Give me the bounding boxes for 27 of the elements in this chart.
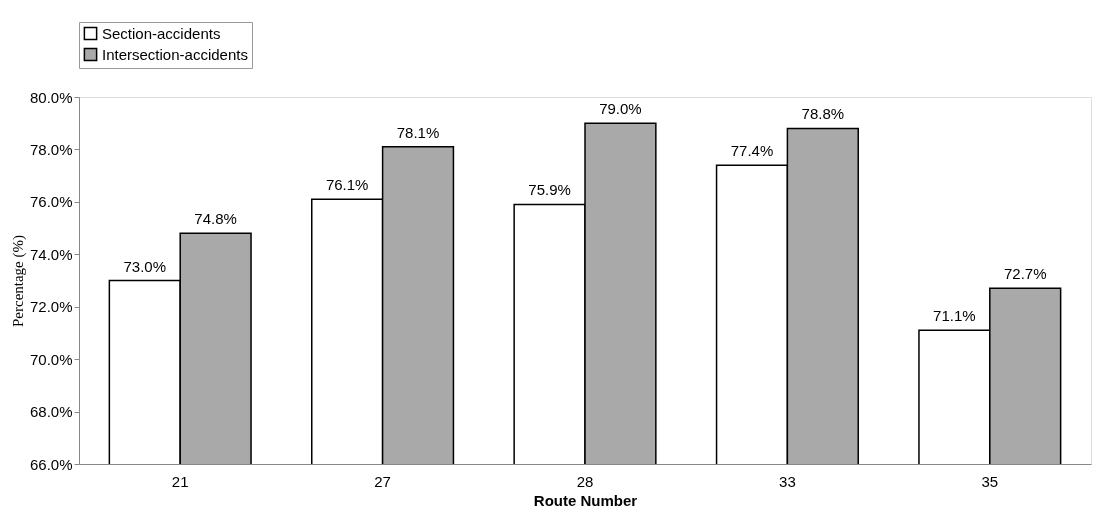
y-tick-label: 70.0%: [29, 350, 73, 368]
y-tick-label: 78.0%: [29, 140, 73, 158]
data-label: 77.4%: [730, 142, 774, 160]
y-tick-label: 74.0%: [29, 245, 73, 263]
y-tick-label: 66.0%: [29, 455, 73, 473]
y-axis-title: Percentage (%): [9, 234, 27, 328]
data-label: 72.7%: [1003, 265, 1047, 283]
x-axis-title: Route Number: [533, 491, 638, 509]
x-tick-label: 35: [981, 472, 999, 490]
data-label: 75.9%: [528, 181, 571, 199]
y-tick-label: 80.0%: [29, 88, 73, 106]
legend-label: Intersection-accidents: [102, 45, 248, 63]
x-tick-label: 21: [171, 472, 189, 490]
data-label: 78.8%: [801, 105, 845, 123]
data-label: 71.1%: [933, 307, 976, 325]
data-label: 73.0%: [123, 257, 167, 275]
x-tick-label: 27: [374, 472, 391, 490]
x-tick-label: 28: [576, 472, 594, 490]
data-label: 79.0%: [599, 100, 642, 118]
data-label: 74.8%: [194, 210, 237, 228]
y-tick-label: 76.0%: [29, 193, 73, 211]
y-tick-label: 72.0%: [29, 298, 73, 316]
x-tick-label: 33: [779, 472, 796, 490]
legend-label: Section-accidents: [102, 24, 221, 42]
y-tick-label: 68.0%: [29, 403, 73, 421]
data-label: 78.1%: [396, 123, 440, 141]
data-label: 76.1%: [325, 176, 369, 194]
